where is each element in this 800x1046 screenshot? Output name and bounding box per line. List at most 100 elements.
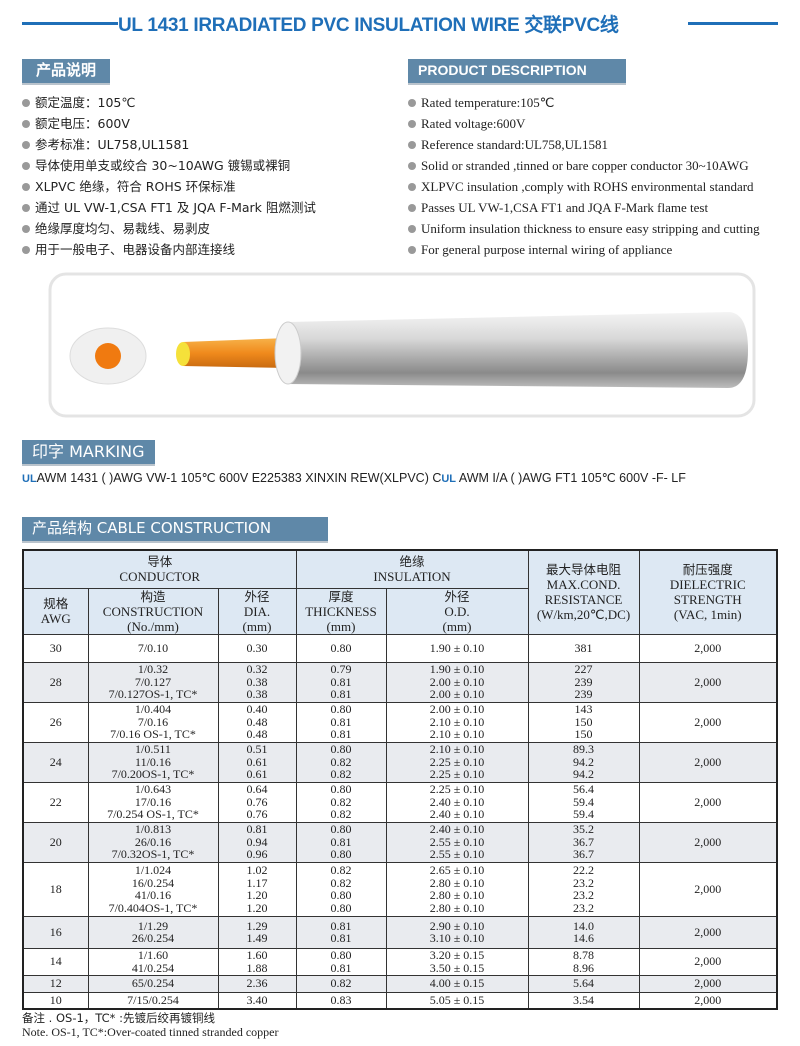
cell-resistance: 143 150 150: [527, 701, 640, 743]
cell-line: 3.20 ± 0.15: [429, 948, 485, 962]
cell-dia: 0.81 0.94 0.96: [217, 821, 297, 863]
cell-thickness: 0.83: [295, 991, 387, 1010]
cell-line: 41/0.16: [134, 888, 172, 902]
description-item: Rated voltage:600V: [408, 113, 760, 134]
cell-line: 1.20: [246, 900, 268, 915]
description-item: Rated temperature:105℃: [408, 92, 760, 113]
description-item: XLPVC insulation ,comply with ROHS envir…: [408, 176, 760, 197]
cell-line: 7/0.10: [137, 640, 169, 655]
marking-text-1: AWM 1431 ( )AWG VW-1 105℃ 600V E225383 X…: [36, 471, 442, 485]
cell-od: 1.90 ± 0.10: [385, 633, 529, 663]
cell-line: 1/0.813: [134, 822, 172, 837]
cell-line: 0.81: [330, 674, 352, 689]
cell-line: 2.90 ± 0.10: [429, 918, 485, 933]
description-item: For general purpose internal wiring of a…: [408, 239, 760, 260]
cell-line: 1/1.024: [134, 863, 172, 877]
description-item: Solid or stranded ,tinned or bare copper…: [408, 155, 760, 176]
cell-line: 0.61: [246, 754, 268, 769]
cell-resistance: 35.2 36.7 36.7: [527, 821, 640, 863]
cell-line: 26/0.254: [131, 931, 175, 945]
cell-line: 7/0.16 OS-1, TC*: [110, 727, 196, 742]
cell-construction: 65/0.254: [87, 974, 219, 993]
description-item: 用于一般电子、电器设备内部连接线: [22, 239, 316, 260]
cell-line: 0.81: [330, 714, 352, 729]
marking-text: ULAWM 1431 ( )AWG VW-1 105℃ 600V E225383…: [22, 470, 686, 485]
cell-line: 0.79: [330, 662, 352, 677]
table-row: 24 1/0.511 11/0.16 7/0.20OS-1, TC* 0.51 0.61 0…: [22, 741, 778, 783]
note-cn: 备注 . OS-1，TC* :先镀后绞再镀铜线: [22, 1011, 215, 1025]
cell-line: 1.20: [246, 888, 268, 902]
cell-line: 0.81: [330, 687, 352, 702]
cell-line: 26/0.16: [134, 834, 172, 849]
cell-od: 3.20 ± 0.15 3.50 ± 0.15: [385, 947, 529, 976]
cell-line: 0.94: [246, 834, 268, 849]
construction-heading: 产品结构 CABLE CONSTRUCTION: [22, 517, 328, 541]
cell-line: 7/0.404OS-1, TC*: [108, 900, 198, 915]
cell-resistance: 227 239 239: [527, 661, 640, 703]
cell-line: 1/0.511: [135, 742, 171, 757]
cell-line: 1.29: [246, 918, 268, 933]
table-row: 16 1/1.29 26/0.254 1.29 1.49 0.81 0.81 2.90 ± 0…: [22, 915, 778, 949]
page-header: UL 1431 IRRADIATED PVC INSULATION WIRE 交…: [0, 8, 800, 38]
cell-dia: 0.32 0.38 0.38: [217, 661, 297, 703]
cell-line: 0.32: [246, 662, 268, 677]
cell-line: 14.0: [573, 918, 594, 933]
cell-line: 0.64: [246, 782, 268, 797]
cell-line: 1/1.60: [137, 948, 169, 962]
cell-line: 36.7: [573, 834, 594, 849]
cell-od: 2.90 ± 0.10 3.10 ± 0.10: [385, 915, 529, 949]
cell-line: 239: [574, 674, 593, 689]
cell-line: 22.2: [573, 863, 594, 877]
cell-od: 2.25 ± 0.10 2.40 ± 0.10 2.40 ± 0.10: [385, 781, 529, 823]
cell-line: 94.2: [573, 767, 594, 782]
cell-line: 0.80: [330, 742, 352, 757]
ul-logo-icon: UL: [22, 473, 37, 485]
cell-line: 0.38: [246, 687, 268, 702]
cell-line: 36.7: [573, 847, 594, 862]
cell-line: 11/0.16: [135, 754, 171, 769]
cell-line: 89.3: [573, 742, 594, 757]
description-item: Reference standard:UL758,UL1581: [408, 134, 760, 155]
cell-line: 16/0.254: [131, 875, 175, 890]
cell-line: 0.30: [246, 640, 268, 655]
table-row: 20 1/0.813 26/0.16 7/0.32OS-1, TC* 0.81 0.94 0…: [22, 821, 778, 863]
cell-line: 1.02: [246, 863, 268, 877]
cell-line: 1/0.643: [134, 782, 172, 797]
table-row: 18 1/1.024 16/0.254 41/0.16 7/0.404OS-1, TC*…: [22, 861, 778, 917]
description-item: 额定温度：105℃: [22, 92, 316, 113]
cell-dia: 0.30: [217, 633, 297, 663]
description-item: Passes UL VW-1,CSA FT1 and JQA F-Mark fl…: [408, 197, 760, 218]
conductor-tip: [176, 342, 190, 366]
cell-line: 0.80: [330, 888, 352, 902]
cell-line: 3.40: [246, 993, 268, 1007]
cell-dia: 0.64 0.76 0.76: [217, 781, 297, 823]
cell-awg: 18: [22, 861, 89, 917]
cell-od: 2.00 ± 0.10 2.10 ± 0.10 2.10 ± 0.10: [385, 701, 529, 743]
cell-dielectric: 2,000: [638, 991, 778, 1010]
cell-line: 150: [574, 714, 593, 729]
cell-line: 150: [574, 727, 593, 742]
cell-line: 1.49: [246, 931, 268, 945]
cell-line: 3.10 ± 0.10: [429, 931, 485, 945]
cell-construction: 1/0.404 7/0.16 7/0.16 OS-1, TC*: [87, 701, 219, 743]
cell-construction: 1/0.32 7/0.127 7/0.127OS-1, TC*: [87, 661, 219, 703]
cell-line: 2.00 ± 0.10: [429, 674, 485, 689]
cell-line: 2.55 ± 0.10: [429, 834, 485, 849]
cell-dielectric: 2,000: [638, 915, 778, 949]
cell-dielectric: 2,000: [638, 633, 778, 663]
cell-od: 1.90 ± 0.10 2.00 ± 0.10 2.00 ± 0.10: [385, 661, 529, 703]
cell-line: 0.80: [330, 782, 352, 797]
cell-line: 2.10 ± 0.10: [429, 727, 485, 742]
cell-thickness: 0.80: [295, 633, 387, 663]
cell-thickness: 0.80 0.81 0.80: [295, 821, 387, 863]
cell-line: 0.80: [330, 847, 352, 862]
cell-line: 0.82: [330, 875, 352, 890]
cell-od: 2.65 ± 0.10 2.80 ± 0.10 2.80 ± 0.10 2.80 ± …: [385, 861, 529, 917]
cell-line: 35.2: [573, 822, 594, 837]
header-insulation: 绝缘 INSULATION: [295, 549, 529, 589]
cell-line: 0.76: [246, 794, 268, 809]
cell-line: 0.81: [246, 822, 268, 837]
cell-line: 0.81: [330, 960, 352, 975]
cell-construction: 1/1.024 16/0.254 41/0.16 7/0.404OS-1, TC*: [87, 861, 219, 917]
cell-line: 0.61: [246, 767, 268, 782]
